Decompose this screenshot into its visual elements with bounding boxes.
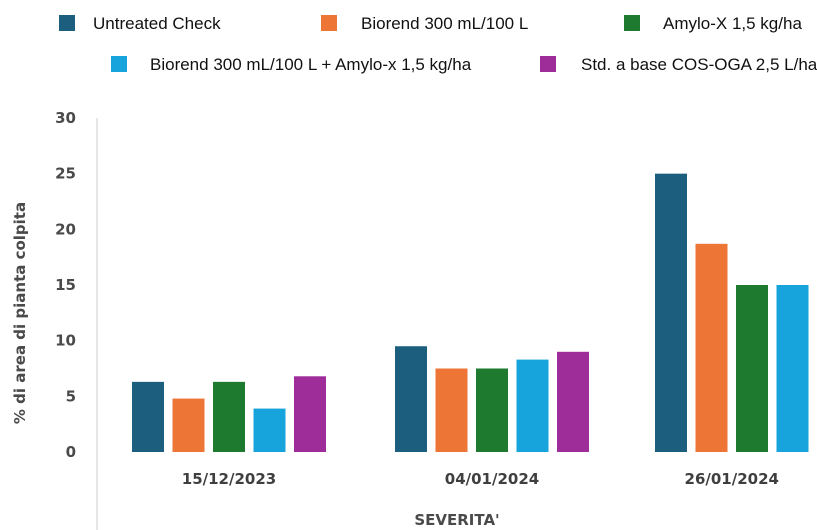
bar xyxy=(557,351,589,452)
bar xyxy=(776,285,809,452)
bar xyxy=(172,398,205,452)
bar xyxy=(695,243,728,452)
legend-swatch xyxy=(540,56,556,72)
category-labels: 15/12/2023 04/01/2024 26/01/2024 xyxy=(182,470,779,488)
bar xyxy=(294,376,326,452)
legend-label: Biorend 300 mL/100 L + Amylo-x 1,5 kg/ha xyxy=(150,55,472,74)
legend-label: Untreated Check xyxy=(93,14,221,33)
bar xyxy=(213,381,245,452)
bars xyxy=(132,173,809,452)
y-tick-label: 30 xyxy=(55,109,76,127)
y-tick-label: 10 xyxy=(55,332,76,350)
legend-swatch xyxy=(624,15,640,31)
legend-swatch xyxy=(59,15,75,31)
category-label: 26/01/2024 xyxy=(685,470,779,488)
legend-swatch xyxy=(111,56,127,72)
y-tick-label: 5 xyxy=(66,387,76,405)
bar xyxy=(395,346,427,452)
y-tick-label: 25 xyxy=(55,165,76,183)
x-axis-title: SEVERITA' xyxy=(414,511,499,529)
y-axis-title: % di area di pianta colpita xyxy=(11,202,29,424)
y-tick-labels: 0 5 10 15 20 25 30 xyxy=(55,109,76,461)
legend-label: Amylo-X 1,5 kg/ha xyxy=(663,14,802,33)
bar xyxy=(516,359,549,452)
y-tick-label: 15 xyxy=(55,276,76,294)
y-tick-label: 20 xyxy=(55,220,76,238)
y-tick-label: 0 xyxy=(66,443,76,461)
legend: Untreated Check Biorend 300 mL/100 L Amylo… xyxy=(59,14,817,74)
category-label: 04/01/2024 xyxy=(445,470,539,488)
legend-label: Std. a base COS-OGA 2,5 L/ha xyxy=(581,55,817,74)
legend-swatch xyxy=(321,15,337,31)
bar xyxy=(736,285,768,452)
bar xyxy=(435,368,468,452)
category-label: 15/12/2023 xyxy=(182,470,276,488)
bar xyxy=(476,368,508,452)
bar xyxy=(132,381,164,452)
legend-label: Biorend 300 mL/100 L xyxy=(361,14,528,33)
bar xyxy=(655,173,687,452)
bar xyxy=(253,408,286,452)
